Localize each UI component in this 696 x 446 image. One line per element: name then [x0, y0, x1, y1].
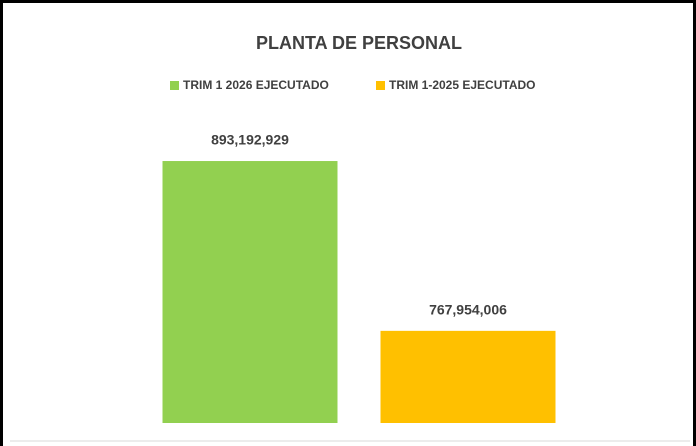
- legend-label: TRIM 1 2026 EJECUTADO: [183, 78, 329, 92]
- bar: [380, 330, 556, 423]
- legend-swatch: [376, 81, 385, 90]
- legend-label: TRIM 1-2025 EJECUTADO: [389, 78, 535, 92]
- bar: [162, 161, 338, 423]
- legend-swatch: [170, 81, 179, 90]
- chart-title: PLANTA DE PERSONAL: [256, 33, 462, 53]
- data-label: 767,954,006: [429, 302, 507, 318]
- data-label: 893,192,929: [211, 132, 289, 148]
